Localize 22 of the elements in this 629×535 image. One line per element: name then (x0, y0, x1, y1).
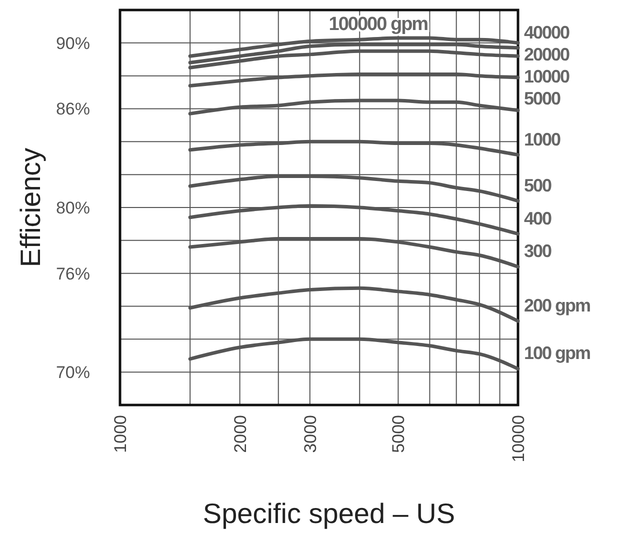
y-tick-label: 76% (56, 264, 90, 284)
y-tick-label: 70% (56, 363, 90, 382)
x-tick-label: 3000 (300, 415, 320, 453)
series-label: 20000 (524, 44, 570, 64)
series-label: 400 (524, 208, 552, 228)
series-label: 300 (524, 241, 552, 262)
y-axis-title: Efficiency (15, 148, 46, 268)
series-label: 40000 (524, 22, 570, 42)
y-tick-label: 90% (56, 34, 90, 53)
x-tick-label: 1000 (110, 415, 130, 453)
series-label: 1000 (524, 129, 562, 150)
y-tick-label: 80% (56, 198, 90, 218)
x-tick-label: 2000 (230, 415, 250, 453)
series-label: 500 (524, 175, 552, 196)
x-axis-title: Specific speed – US (202, 498, 456, 529)
x-tick-label: 5000 (389, 415, 408, 453)
series-label: 100 gpm (524, 343, 590, 364)
series-label: 200 gpm (524, 296, 590, 316)
series-label: 10000 (524, 66, 570, 86)
x-tick-label: 10000 (508, 415, 528, 462)
y-tick-label: 86% (56, 100, 90, 119)
series-label: 5000 (524, 88, 562, 108)
